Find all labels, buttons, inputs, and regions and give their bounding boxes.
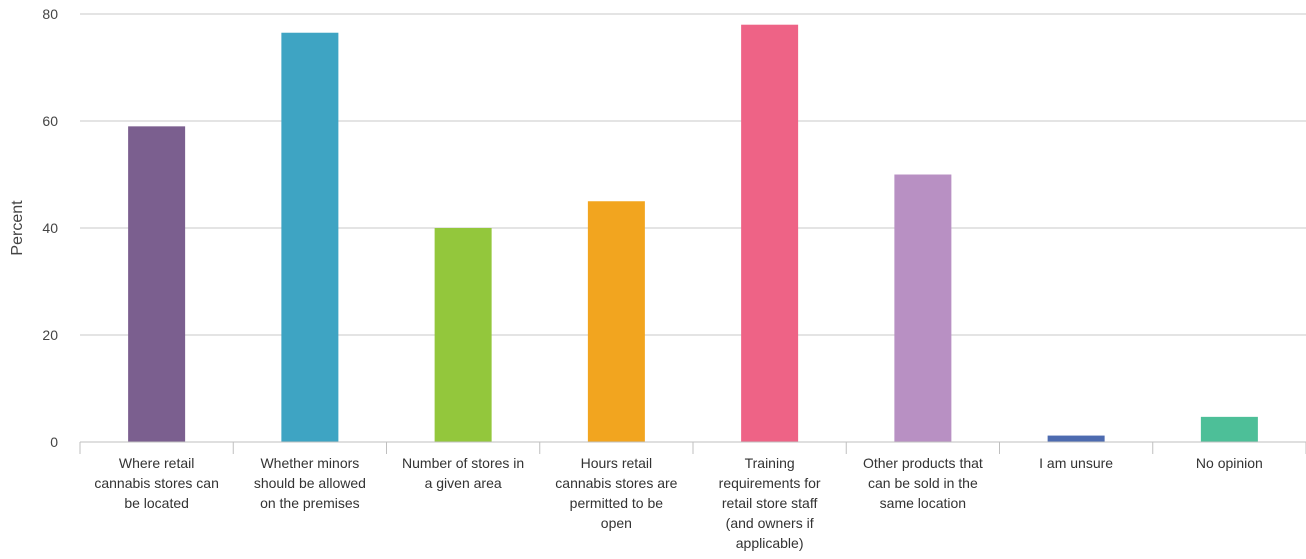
x-tick-label-line: (and owners if	[726, 515, 814, 531]
bar	[281, 32, 339, 442]
x-tick-label-line: Where retail	[119, 455, 194, 471]
y-tick-label: 80	[42, 6, 58, 22]
x-tick-label-line: can be sold in the	[868, 475, 978, 491]
bar	[128, 126, 186, 442]
bar	[1200, 416, 1258, 442]
x-tick-label: Whether minors should be allowed on the pr…	[254, 455, 366, 511]
x-tick-label: Training requirements for retail store sta…	[719, 455, 821, 551]
bar	[741, 24, 799, 442]
x-tick-label-line: cannabis stores are	[555, 475, 677, 491]
bar	[1047, 435, 1105, 442]
x-tick-label: Number of stores in a given area	[402, 455, 524, 491]
x-tick-label-line: on the premises	[260, 495, 360, 511]
x-tick-label: I am unsure	[1039, 455, 1113, 471]
x-tick-label-line: same location	[880, 495, 966, 511]
x-tick-label-line: should be allowed	[254, 475, 366, 491]
x-tick-label-line: open	[601, 515, 632, 531]
y-tick-label: 20	[42, 327, 58, 343]
x-tick-label: Other products that can be sold in the sam…	[863, 455, 983, 511]
x-tick-label-line: Training	[745, 455, 795, 471]
x-tick-label: Where retail cannabis stores can be locate…	[94, 455, 219, 511]
bar	[434, 228, 492, 442]
bar	[587, 201, 645, 442]
x-tick-label-line: Number of stores in	[402, 455, 524, 471]
x-tick-label-line: a given area	[425, 475, 502, 491]
y-tick-label: 60	[42, 113, 58, 129]
x-axis	[79, 441, 1306, 454]
x-tick-label-line: applicable)	[736, 535, 804, 551]
bars	[128, 24, 1258, 442]
x-tick-label-line: Whether minors	[260, 455, 359, 471]
x-tick-label-line: Other products that	[863, 455, 983, 471]
y-tick-labels: 0 20 40 60 80	[42, 6, 58, 450]
y-tick-label: 0	[50, 434, 58, 450]
gridlines	[80, 13, 1306, 336]
x-tick-labels: Where retail cannabis stores can be locate…	[94, 455, 1262, 551]
x-tick-label-line: Hours retail	[581, 455, 653, 471]
x-tick-label-line: requirements for	[719, 475, 821, 491]
x-tick-label-line: cannabis stores can	[94, 475, 219, 491]
x-tick-label-line: retail store staff	[722, 495, 818, 511]
y-tick-label: 40	[42, 220, 58, 236]
x-tick-label: No opinion	[1196, 455, 1263, 471]
x-tick-label-line: I am unsure	[1039, 455, 1113, 471]
bar	[894, 174, 952, 442]
x-tick-label-line: permitted to be	[570, 495, 664, 511]
x-tick-label-line: No opinion	[1196, 455, 1263, 471]
y-axis-title: Percent	[9, 200, 26, 256]
x-tick-label-line: be located	[124, 495, 189, 511]
x-tick-label: Hours retail cannabis stores are permitted…	[555, 455, 677, 531]
